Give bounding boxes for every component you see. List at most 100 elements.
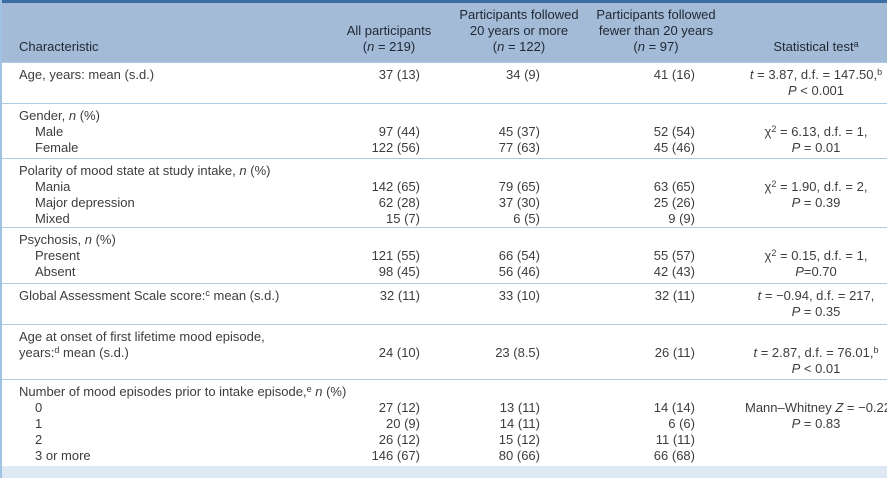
cell-value: 66 (68): [653, 447, 695, 463]
characteristic-cell: Gender, n (%) Male Female: [2, 103, 332, 158]
followed-20plus-cell: 66 (54) 56 (46): [446, 227, 592, 283]
cell-value: 14 (11): [499, 415, 540, 431]
all-participants-cell: 32 (11): [332, 283, 446, 324]
followed-20plus-cell: 33 (10): [446, 283, 592, 324]
cell-value: 23 (8.5): [495, 344, 540, 360]
characteristic-cell: Global Assessment Scale score:c mean (s.…: [2, 283, 332, 324]
row-sublabel: Female: [35, 139, 79, 155]
cell-value: 45 (37): [498, 123, 540, 139]
cell-value: 98 (45): [378, 263, 420, 279]
cell-value: 42 (43): [653, 263, 695, 279]
statistical-test-cell: χ2 = 0.15, d.f. = 1, P=0.70: [720, 227, 887, 283]
section-mood-episodes: Number of mood episodes prior to intake …: [2, 379, 887, 467]
cell-value: 24 (10): [378, 344, 420, 360]
cell-spacer: [745, 163, 887, 179]
cell-value: 15 (7): [386, 210, 420, 226]
stat-line: χ2 = 1.90, d.f. = 2,: [764, 178, 868, 194]
row-label: Psychosis, n (%): [19, 231, 116, 247]
row-sublabel: 2: [35, 431, 43, 447]
cell-spacer: [745, 384, 887, 400]
cell-value: 20 (9): [386, 415, 420, 431]
followed-under20-cell: 26 (11): [592, 324, 720, 379]
cell-value: 80 (66): [498, 447, 540, 463]
row-sublabel: Absent: [35, 263, 76, 279]
column-header-followed-under20: Participants followed fewer than 20 years…: [592, 3, 720, 62]
followed-20plus-cell: 34 (9): [446, 62, 592, 103]
stat-line: t = 2.87, d.f. = 76.01,b: [753, 344, 879, 360]
statistical-test-cell: Mann–Whitney Z = −0.22,P = 0.83: [720, 379, 887, 467]
cell-value: 37 (30): [498, 194, 540, 210]
header-line: (n = 122): [492, 38, 546, 54]
followed-under20-cell: 14 (14) 6 (6) 11 (11) 66 (68): [592, 379, 720, 467]
header-line: Characteristic: [19, 38, 99, 54]
section-gas-score: Global Assessment Scale score:c mean (s.…: [2, 283, 887, 324]
row-label: years:d mean (s.d.): [19, 344, 129, 360]
cell-spacer: [592, 108, 695, 124]
header-row: Characteristic All participants (n = 219)…: [2, 3, 887, 62]
cell-value: 9 (9): [668, 210, 695, 226]
header-line: (n = 97): [633, 38, 679, 54]
cell-spacer: [446, 163, 540, 179]
characteristic-cell: Age at onset of first lifetime mood epis…: [2, 324, 332, 379]
cell-value: 77 (63): [498, 139, 540, 155]
cell-value: 11 (11): [655, 431, 695, 447]
cell-value: 62 (28): [378, 194, 420, 210]
cell-value: 25 (26): [653, 194, 695, 210]
cell-value: 52 (54): [653, 123, 695, 139]
cell-spacer: [332, 329, 420, 345]
stat-line: Mann–Whitney Z = −0.22,: [745, 399, 887, 415]
cell-spacer: [592, 232, 695, 248]
characteristic-cell: Psychosis, n (%) Present Absent: [2, 227, 332, 283]
top-accent-bar: [2, 0, 887, 3]
cell-spacer: [592, 163, 695, 179]
all-participants-cell: 142 (65) 62 (28) 15 (7): [332, 158, 446, 227]
cell-spacer: [592, 329, 695, 345]
followed-under20-cell: 41 (16): [592, 62, 720, 103]
stat-line: P = 0.35: [791, 303, 841, 319]
stat-line: t = 3.87, d.f. = 147.50,b: [749, 66, 883, 82]
statistical-test-cell: t = 2.87, d.f. = 76.01,b P < 0.01: [720, 324, 887, 379]
row-label: Polarity of mood state at study intake, …: [19, 162, 271, 178]
cell-spacer: [446, 384, 540, 400]
characteristic-cell: Age, years: mean (s.d.): [2, 62, 332, 103]
all-participants-cell: 27 (12) 20 (9) 26 (12) 146 (67): [332, 379, 446, 467]
cell-value: 6 (5): [513, 210, 540, 226]
followed-under20-cell: 63 (65) 25 (26) 9 (9): [592, 158, 720, 227]
row-sublabel: Male: [35, 123, 64, 139]
stat-line: P = 0.39: [791, 194, 841, 210]
cell-spacer: [592, 384, 695, 400]
cell-value: 41 (16): [653, 66, 695, 82]
cell-value: 33 (10): [498, 287, 540, 303]
row-sublabel: 1: [35, 415, 43, 431]
cell-spacer: [745, 108, 887, 124]
cell-spacer: [332, 108, 420, 124]
row-label: Number of mood episodes prior to intake …: [19, 383, 347, 399]
cell-value: 122 (56): [371, 139, 420, 155]
cell-spacer: [332, 232, 420, 248]
section-gender: Gender, n (%) Male Female 97 (44) 122 (56) …: [2, 103, 887, 158]
cell-value: 79 (65): [498, 178, 540, 194]
header-line: Participants followed: [459, 6, 579, 22]
footer-strip: [2, 466, 887, 478]
statistical-test-cell: χ2 = 1.90, d.f. = 2, P = 0.39: [720, 158, 887, 227]
cell-value: 6 (6): [668, 415, 695, 431]
cell-value: 32 (11): [654, 287, 695, 303]
cell-value: 55 (57): [653, 247, 695, 263]
row-label: Global Assessment Scale score:c mean (s.…: [19, 287, 280, 303]
header-line: Participants followed: [596, 6, 716, 22]
row-label: Gender, n (%): [19, 107, 100, 123]
cell-value: 97 (44): [378, 123, 420, 139]
header-line: 20 years or more: [469, 22, 569, 38]
cell-value: 26 (12): [378, 431, 420, 447]
followed-20plus-cell: 79 (65) 37 (30) 6 (5): [446, 158, 592, 227]
row-label: Age, years: mean (s.d.): [19, 66, 155, 82]
cell-spacer: [446, 329, 540, 345]
stat-line: t = −0.94, d.f. = 217,: [757, 287, 875, 303]
characteristic-cell: Polarity of mood state at study intake, …: [2, 158, 332, 227]
all-participants-cell: 121 (55) 98 (45): [332, 227, 446, 283]
stat-line: P < 0.01: [791, 360, 841, 376]
cell-value: 146 (67): [371, 447, 420, 463]
row-sublabel: Present: [35, 247, 80, 263]
statistical-test-cell: χ2 = 6.13, d.f. = 1, P = 0.01: [720, 103, 887, 158]
column-header-statistical-test: Statistical testa: [720, 3, 887, 62]
